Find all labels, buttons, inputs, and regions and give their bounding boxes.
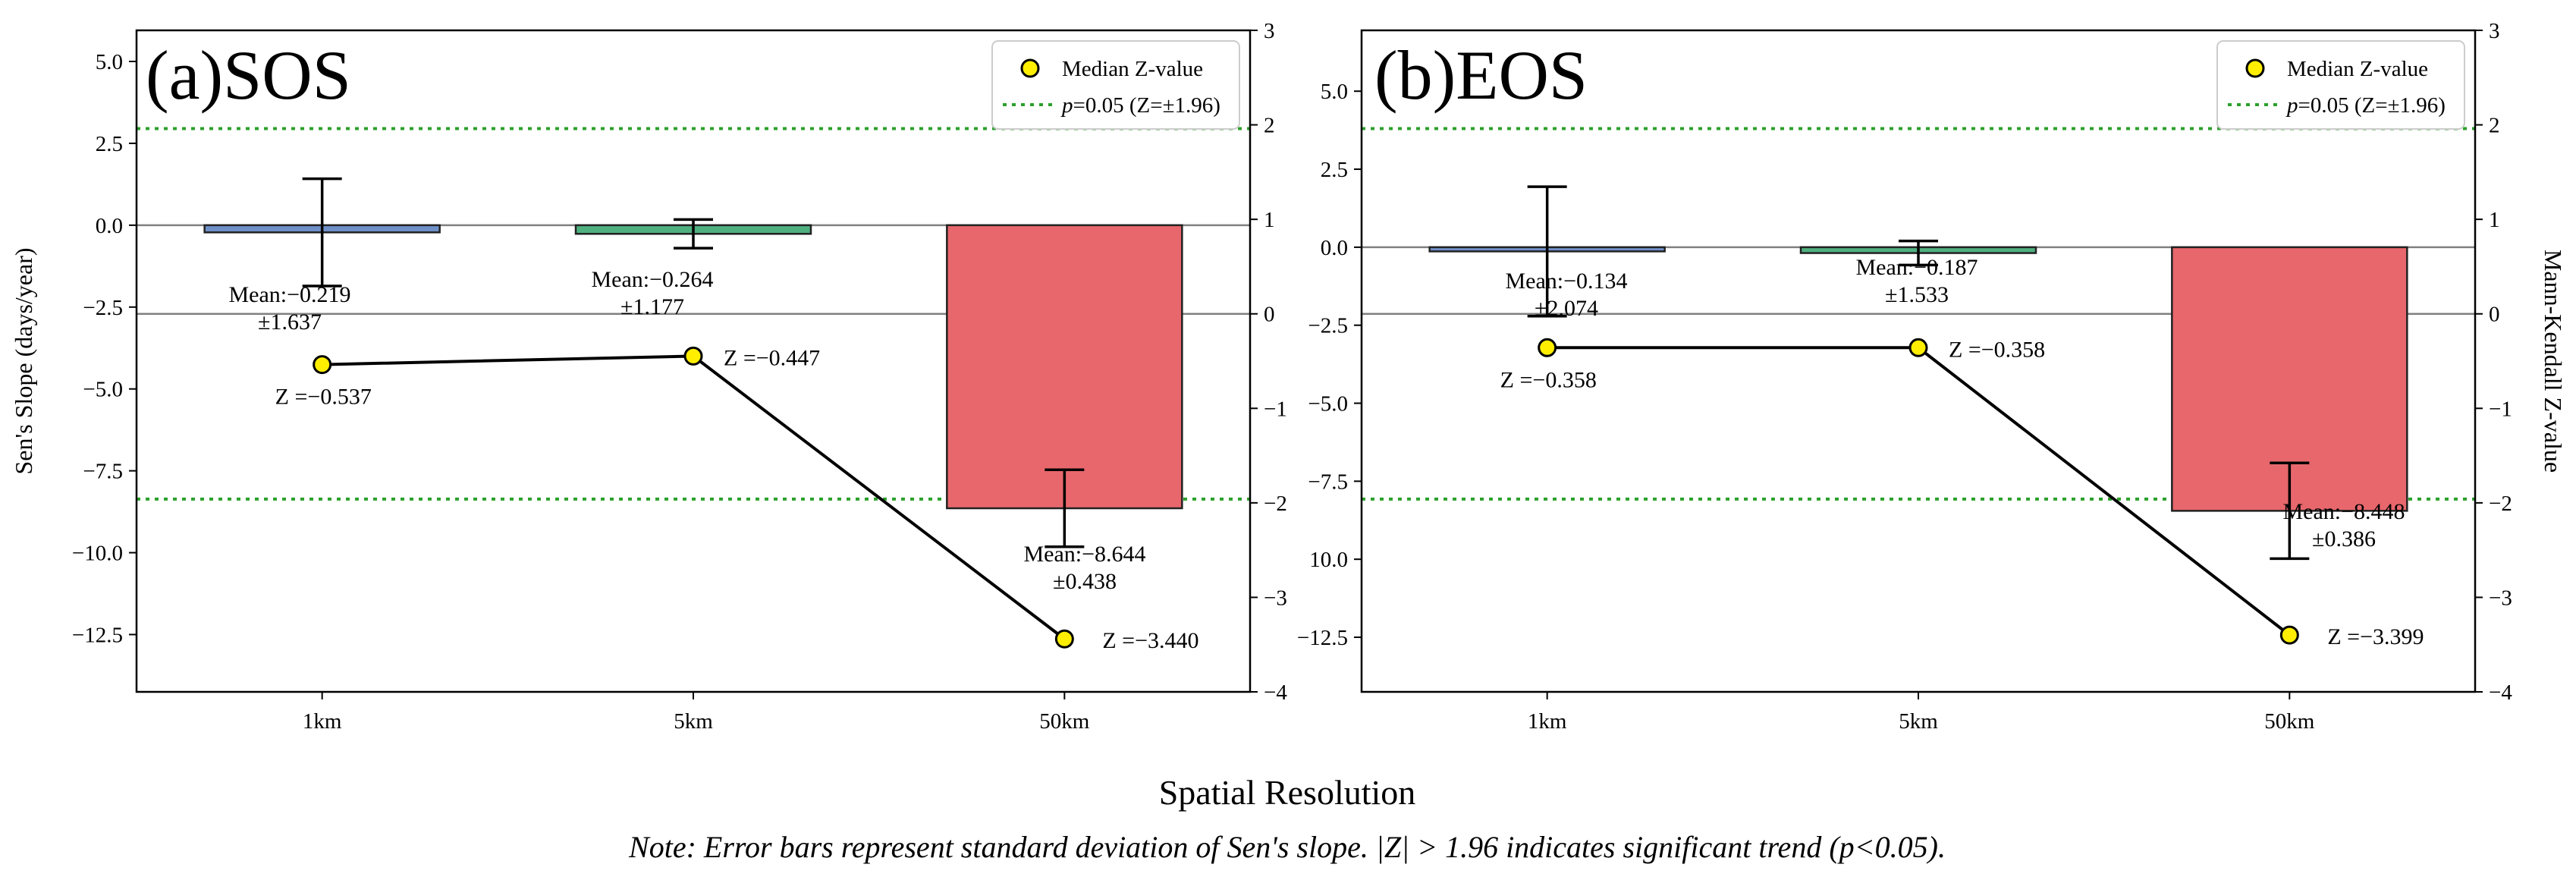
y2tick-label-2: 1 (1264, 208, 1275, 232)
z-label-5km: Z =−0.447 (724, 345, 820, 370)
median-z-marker-50km (2279, 625, 2299, 645)
xtick-label-5km: 5km (1899, 709, 1938, 734)
median-z-marker-5km (683, 346, 703, 366)
legend-marker-icon (1020, 58, 1040, 78)
mean-label-5km: Mean:−0.264 (591, 267, 713, 292)
mean-label-50km: Mean:−8.644 (1023, 542, 1145, 567)
panel-title: (a)SOS (146, 36, 351, 114)
ytick-label-0: 5.0 (96, 50, 123, 74)
mean-label-50km: Mean:−8.448 (2282, 499, 2405, 524)
std-label-1km: ±2.074 (1535, 296, 1598, 321)
bar-50km (946, 224, 1183, 510)
xtick-label-50km: 50km (1039, 709, 1090, 734)
legend-threshold-label: p=0.05 (Z=±1.96) (2285, 93, 2446, 118)
panel-eos: Z =−0.358 Z =−0.358 Z =−3.399 Mean:−0.134±2… (1297, 19, 2567, 734)
y2tick-label-1: 2 (1264, 114, 1275, 138)
median-z-marker-5km (1908, 338, 1928, 357)
ytick-label-6: −10.0 (72, 542, 123, 566)
y2tick-label-3: 0 (2489, 303, 2500, 327)
ytick-label-0: 5.0 (1321, 80, 1348, 104)
legend-marker-icon (2245, 58, 2265, 78)
y2tick-label-0: 3 (1264, 19, 1275, 43)
ytick-label-4: −5.0 (1308, 392, 1348, 416)
ytick-label-3: −2.5 (1308, 314, 1348, 338)
z-label-50km: Z =−3.440 (1102, 628, 1198, 653)
legend-box (2216, 40, 2465, 130)
z-label-5km: Z =−0.358 (1949, 337, 2045, 362)
y2tick-label-2: 1 (2489, 208, 2500, 232)
z-label-1km: Z =−0.358 (1500, 367, 1597, 392)
legend-threshold-p: p (2285, 93, 2298, 118)
panel-sos: Z =−0.537 Z =−0.447 Z =−3.440 Mean:−0.219 ±1… (10, 19, 1287, 734)
legend: Median Z-value p=0.05 (Z=±1.96) (991, 40, 1240, 130)
panel-title: (b)EOS (1374, 36, 1588, 114)
std-label-5km: ±1.177 (620, 294, 684, 319)
ytick-label-1: 2.5 (1321, 158, 1348, 182)
mean-label-1km: Mean:−0.219 (228, 282, 350, 307)
ytick-label-6: 10.0 (1309, 548, 1348, 572)
legend-marker-label: Median Z-value (2287, 57, 2428, 81)
xtick-label-1km: 1km (1528, 709, 1567, 734)
ylabel: Sen's Slope (days/year) (10, 247, 37, 474)
mean-label-5km: Mean:−0.187 (1855, 255, 1978, 280)
median-z-marker-50km (1054, 629, 1074, 649)
ytick-label-4: −5.0 (83, 378, 123, 402)
y2tick-label-0: 3 (2489, 19, 2500, 43)
legend: Median Z-value p=0.05 (Z=±1.96) (2216, 40, 2465, 130)
y2tick-label-3: 0 (1264, 303, 1275, 327)
legend-threshold-p: p (1060, 93, 1073, 118)
ytick-label-5: −7.5 (1308, 470, 1348, 494)
std-label-1km: ±1.637 (258, 310, 322, 335)
median-z-marker-1km (1538, 338, 1557, 357)
y2tick-label-1: 2 (2489, 114, 2500, 138)
ytick-label-3: −2.5 (83, 296, 123, 320)
y2tick-label-4: −1 (1264, 397, 1287, 421)
xtick-label-1km: 1km (303, 709, 342, 734)
y2tick-label-4: −1 (2489, 397, 2512, 421)
y2tick-label-5: −2 (2489, 492, 2512, 516)
z-label-50km: Z =−3.399 (2327, 624, 2424, 649)
y2tick-label-7: −4 (2489, 680, 2512, 705)
legend-threshold-label: p=0.05 (Z=±1.96) (1060, 93, 1220, 118)
mean-label-1km: Mean:−0.134 (1505, 269, 1627, 294)
legend-threshold-rest: =0.05 (Z=±1.96) (2298, 93, 2446, 118)
ytick-label-2: 0.0 (1321, 236, 1348, 260)
figure-note: Note: Error bars represent standard devi… (628, 830, 1946, 864)
std-label-50km: ±0.386 (2312, 526, 2376, 552)
legend-marker-label: Median Z-value (1062, 57, 1203, 81)
y2label: Mann-Kendall Z-value (2540, 250, 2567, 473)
std-label-5km: ±1.533 (1885, 282, 1949, 307)
y2tick-label-7: −4 (1264, 680, 1287, 705)
ytick-label-2: 0.0 (96, 214, 123, 238)
ytick-label-7: −12.5 (72, 623, 123, 647)
y2tick-label-5: −2 (1264, 492, 1287, 516)
z-label-1km: Z =−0.537 (275, 385, 372, 410)
median-z-marker-1km (313, 355, 332, 375)
legend-box (991, 40, 1240, 130)
xtick-label-50km: 50km (2264, 709, 2315, 734)
ytick-label-5: −7.5 (83, 460, 123, 484)
figure-xlabel: Spatial Resolution (1159, 773, 1416, 812)
xtick-label-5km: 5km (674, 709, 713, 734)
std-label-50km: ±0.438 (1053, 569, 1117, 594)
y2tick-label-6: −3 (2489, 586, 2512, 610)
ytick-label-1: 2.5 (96, 132, 123, 156)
y2tick-label-6: −3 (1264, 586, 1287, 610)
ytick-label-7: −12.5 (1297, 626, 1348, 650)
legend-threshold-rest: =0.05 (Z=±1.96) (1073, 93, 1220, 118)
